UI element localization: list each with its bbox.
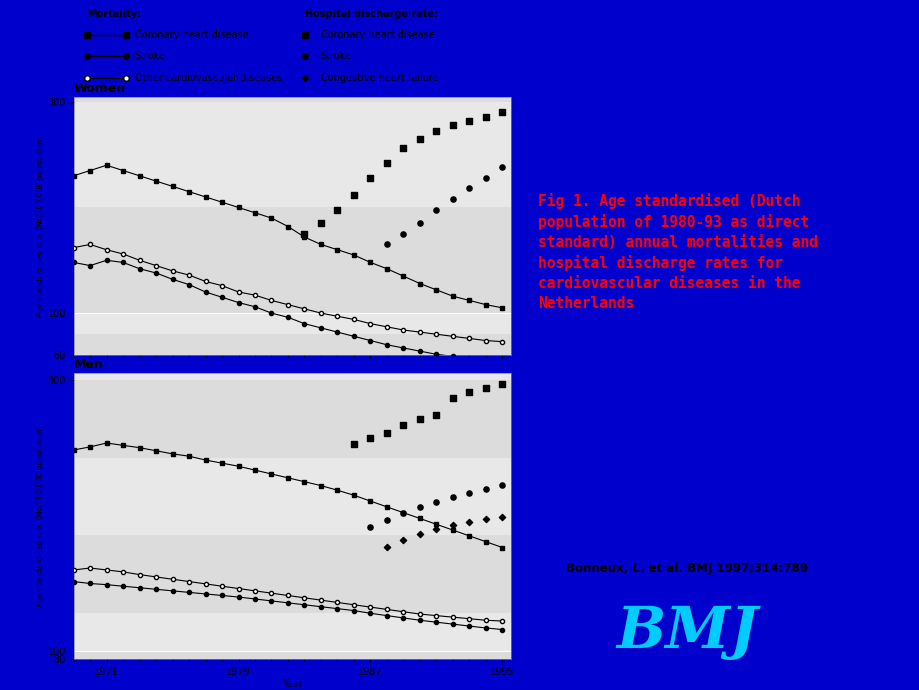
Bar (74, 651, 510, 659)
Bar (74, 373, 510, 380)
Bar (74, 334, 510, 355)
Point (494, 162, 509, 173)
Point (346, 189, 361, 200)
Point (428, 204, 443, 215)
Point (478, 172, 493, 184)
Point (395, 534, 410, 545)
Text: Congestive heart failure: Congestive heart failure (320, 73, 437, 83)
Text: Coronary heart disease: Coronary heart disease (320, 30, 434, 39)
Text: Bonneux, L. et al. BMJ 1997;314:789: Bonneux, L. et al. BMJ 1997;314:789 (565, 562, 807, 575)
Point (461, 183, 476, 194)
Text: Other cardiovascular diseases: Other cardiovascular diseases (134, 73, 282, 83)
Text: Men: Men (74, 358, 103, 371)
Y-axis label: Age standardised rate (No/100 000 population): Age standardised rate (No/100 000 popula… (36, 135, 45, 317)
Point (428, 126, 443, 137)
Point (461, 386, 476, 397)
Text: Stroke: Stroke (134, 51, 165, 61)
Bar (74, 535, 510, 613)
Bar (74, 613, 510, 651)
Point (380, 157, 394, 168)
Point (412, 133, 426, 144)
Point (395, 143, 410, 154)
Bar (74, 313, 510, 334)
Bar (74, 91, 510, 102)
Point (461, 115, 476, 126)
Point (412, 413, 426, 424)
Point (445, 392, 460, 403)
Point (363, 522, 378, 533)
Point (461, 516, 476, 527)
Point (445, 193, 460, 204)
Text: BMJ: BMJ (616, 604, 757, 660)
Point (346, 438, 361, 449)
Bar (74, 380, 510, 457)
Point (313, 218, 328, 229)
Point (494, 480, 509, 491)
Point (395, 420, 410, 431)
Bar (74, 457, 510, 535)
Point (478, 111, 493, 122)
Bar (74, 208, 510, 313)
Text: Fig 1. Age standardised (Dutch
population of 1980-93 as direct
standard) annual : Fig 1. Age standardised (Dutch populatio… (538, 193, 817, 311)
Text: Women: Women (74, 82, 126, 95)
Point (494, 511, 509, 522)
Point (380, 239, 394, 250)
Point (412, 529, 426, 540)
Text: Hospital discharge rate:: Hospital discharge rate: (305, 9, 437, 19)
Point (494, 379, 509, 390)
Text: Coronary heart disease: Coronary heart disease (134, 30, 248, 39)
Point (412, 502, 426, 513)
Y-axis label: Age standardised rate (No/100 000 population): Age standardised rate (No/100 000 popula… (36, 425, 45, 607)
Point (380, 514, 394, 525)
Point (445, 492, 460, 503)
Point (395, 228, 410, 239)
Point (363, 433, 378, 444)
Point (478, 382, 493, 393)
Point (478, 483, 493, 494)
Point (494, 107, 509, 118)
Bar (74, 102, 510, 208)
Point (412, 218, 426, 229)
Point (478, 513, 493, 524)
Point (445, 119, 460, 130)
Point (461, 487, 476, 498)
Point (380, 427, 394, 438)
Point (428, 410, 443, 421)
Point (330, 204, 345, 215)
X-axis label: Year: Year (281, 680, 302, 689)
Point (297, 228, 312, 239)
Point (428, 496, 443, 507)
Text: Mortality:: Mortality: (86, 9, 141, 19)
Text: Stroke: Stroke (320, 51, 351, 61)
Point (445, 520, 460, 531)
Point (363, 172, 378, 184)
Point (395, 507, 410, 518)
Point (380, 541, 394, 552)
Point (428, 524, 443, 535)
